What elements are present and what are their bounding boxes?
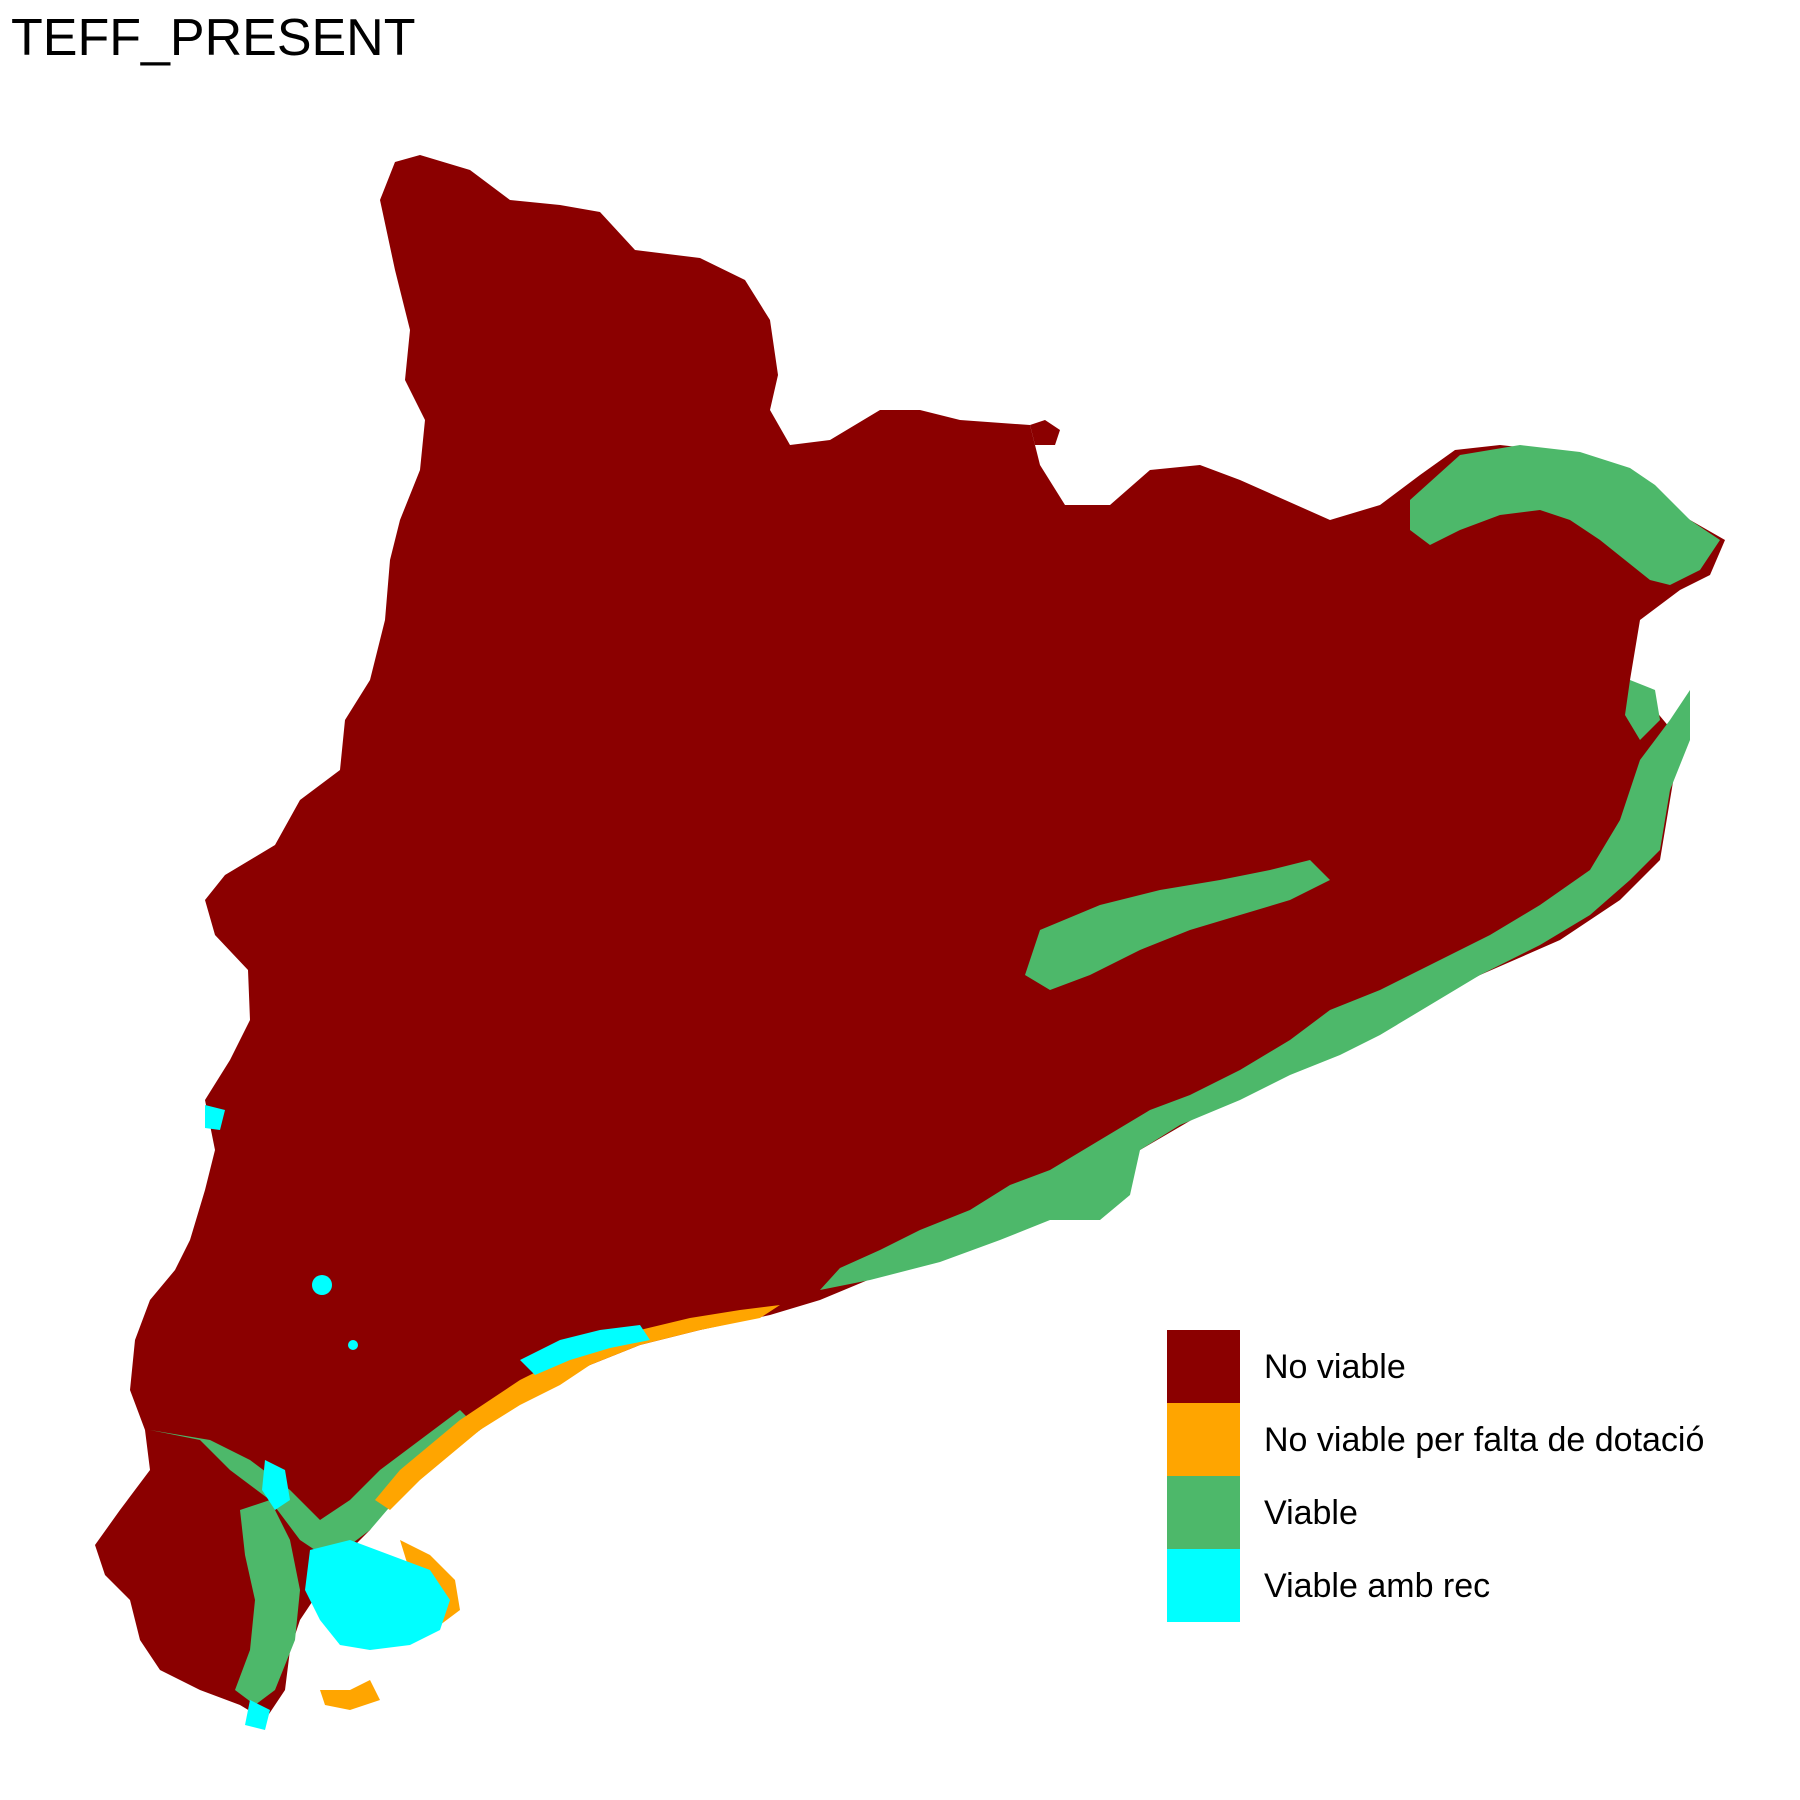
legend-label-viable: Viable bbox=[1264, 1494, 1358, 1532]
legend-label-no-viable: No viable bbox=[1264, 1348, 1406, 1386]
region-viable-coast-2 bbox=[1625, 680, 1660, 740]
region-viable-delta bbox=[235, 1500, 300, 1705]
legend-label-viable-amb-rec: Viable amb rec bbox=[1264, 1567, 1491, 1605]
legend-label-no-viable-falta-dotacio: No viable per falta de dotació bbox=[1264, 1421, 1705, 1459]
legend-swatch-viable-amb-rec bbox=[1167, 1549, 1240, 1622]
legend-swatch-viable bbox=[1167, 1476, 1240, 1549]
region-viable-amb-rec-delta bbox=[305, 1540, 450, 1650]
legend-swatch-no-viable bbox=[1167, 1330, 1240, 1403]
page-title: TEFF_PRESENT bbox=[11, 9, 416, 67]
legend-swatch-no-viable-falta-dotacio bbox=[1167, 1403, 1240, 1476]
region-viable-amb-rec-south bbox=[245, 1700, 270, 1730]
region-viable-inland bbox=[1025, 860, 1330, 990]
region-viable-amb-rec-lake bbox=[312, 1275, 332, 1295]
region-orange-spit bbox=[320, 1680, 380, 1710]
region-viable-amb-rec-west bbox=[205, 1105, 225, 1130]
region-no-viable-islet bbox=[1030, 420, 1060, 445]
region-no-viable bbox=[95, 155, 1725, 1720]
region-viable-amb-rec-coast bbox=[520, 1325, 650, 1375]
region-viable-southwest bbox=[150, 1410, 480, 1560]
region-viable-amb-rec-inland bbox=[262, 1460, 290, 1510]
region-viable-north bbox=[1410, 445, 1720, 585]
region-viable-amb-rec-lake-2 bbox=[348, 1340, 358, 1350]
